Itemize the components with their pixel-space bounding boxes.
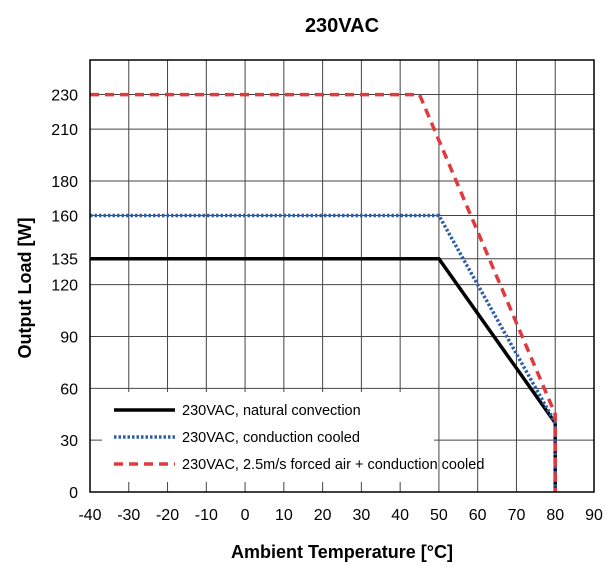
legend: 230VAC, natural convection 230VAC, conduc… [102,392,484,482]
y-tick-label: 90 [60,329,78,346]
x-tick-label: 80 [546,507,564,524]
x-tick-label: -10 [195,507,218,524]
series-line-2 [90,92,557,492]
legend-label-1: 230VAC, conduction cooled [182,430,360,446]
x-tick-label: 0 [241,507,250,524]
series-lines [90,92,557,492]
x-tick-label: 50 [430,507,448,524]
x-axis-title: Ambient Temperature [°C] [231,542,453,562]
series-line-1 [90,213,557,492]
y-axis-title: Output Load [W] [15,218,35,359]
chart-title: 230VAC [305,15,379,37]
x-tick-label: 20 [314,507,332,524]
y-tick-label: 180 [51,174,78,191]
x-tick-label: -30 [117,507,140,524]
x-tick-label: 90 [585,507,603,524]
x-tick-labels: -40 -30 -20 -10 0 10 20 30 40 50 60 70 80 90 [78,507,603,524]
y-tick-label: 160 [51,209,78,226]
y-tick-label: 135 [51,252,78,269]
y-tick-label: 230 [51,88,78,105]
y-tick-label: 30 [60,433,78,450]
plot-frame [89,59,595,493]
x-tick-label: 70 [508,507,526,524]
legend-label-2: 230VAC, 2.5m/s forced air + conduction c… [182,457,484,473]
y-tick-label: 0 [69,485,78,502]
x-tick-label: -40 [78,507,101,524]
x-tick-label: 10 [275,507,293,524]
x-tick-label: 40 [391,507,409,524]
y-tick-label: 120 [51,278,78,295]
y-tick-label: 60 [60,381,78,398]
y-tick-label: 210 [51,122,78,139]
legend-background [102,392,434,482]
y-tick-labels: 0 30 60 90 120 135 160 180 210 230 [51,88,78,502]
x-tick-label: -20 [156,507,179,524]
legend-label-0: 230VAC, natural convection [182,403,361,419]
x-tick-label: 30 [352,507,370,524]
x-tick-label: 60 [469,507,487,524]
